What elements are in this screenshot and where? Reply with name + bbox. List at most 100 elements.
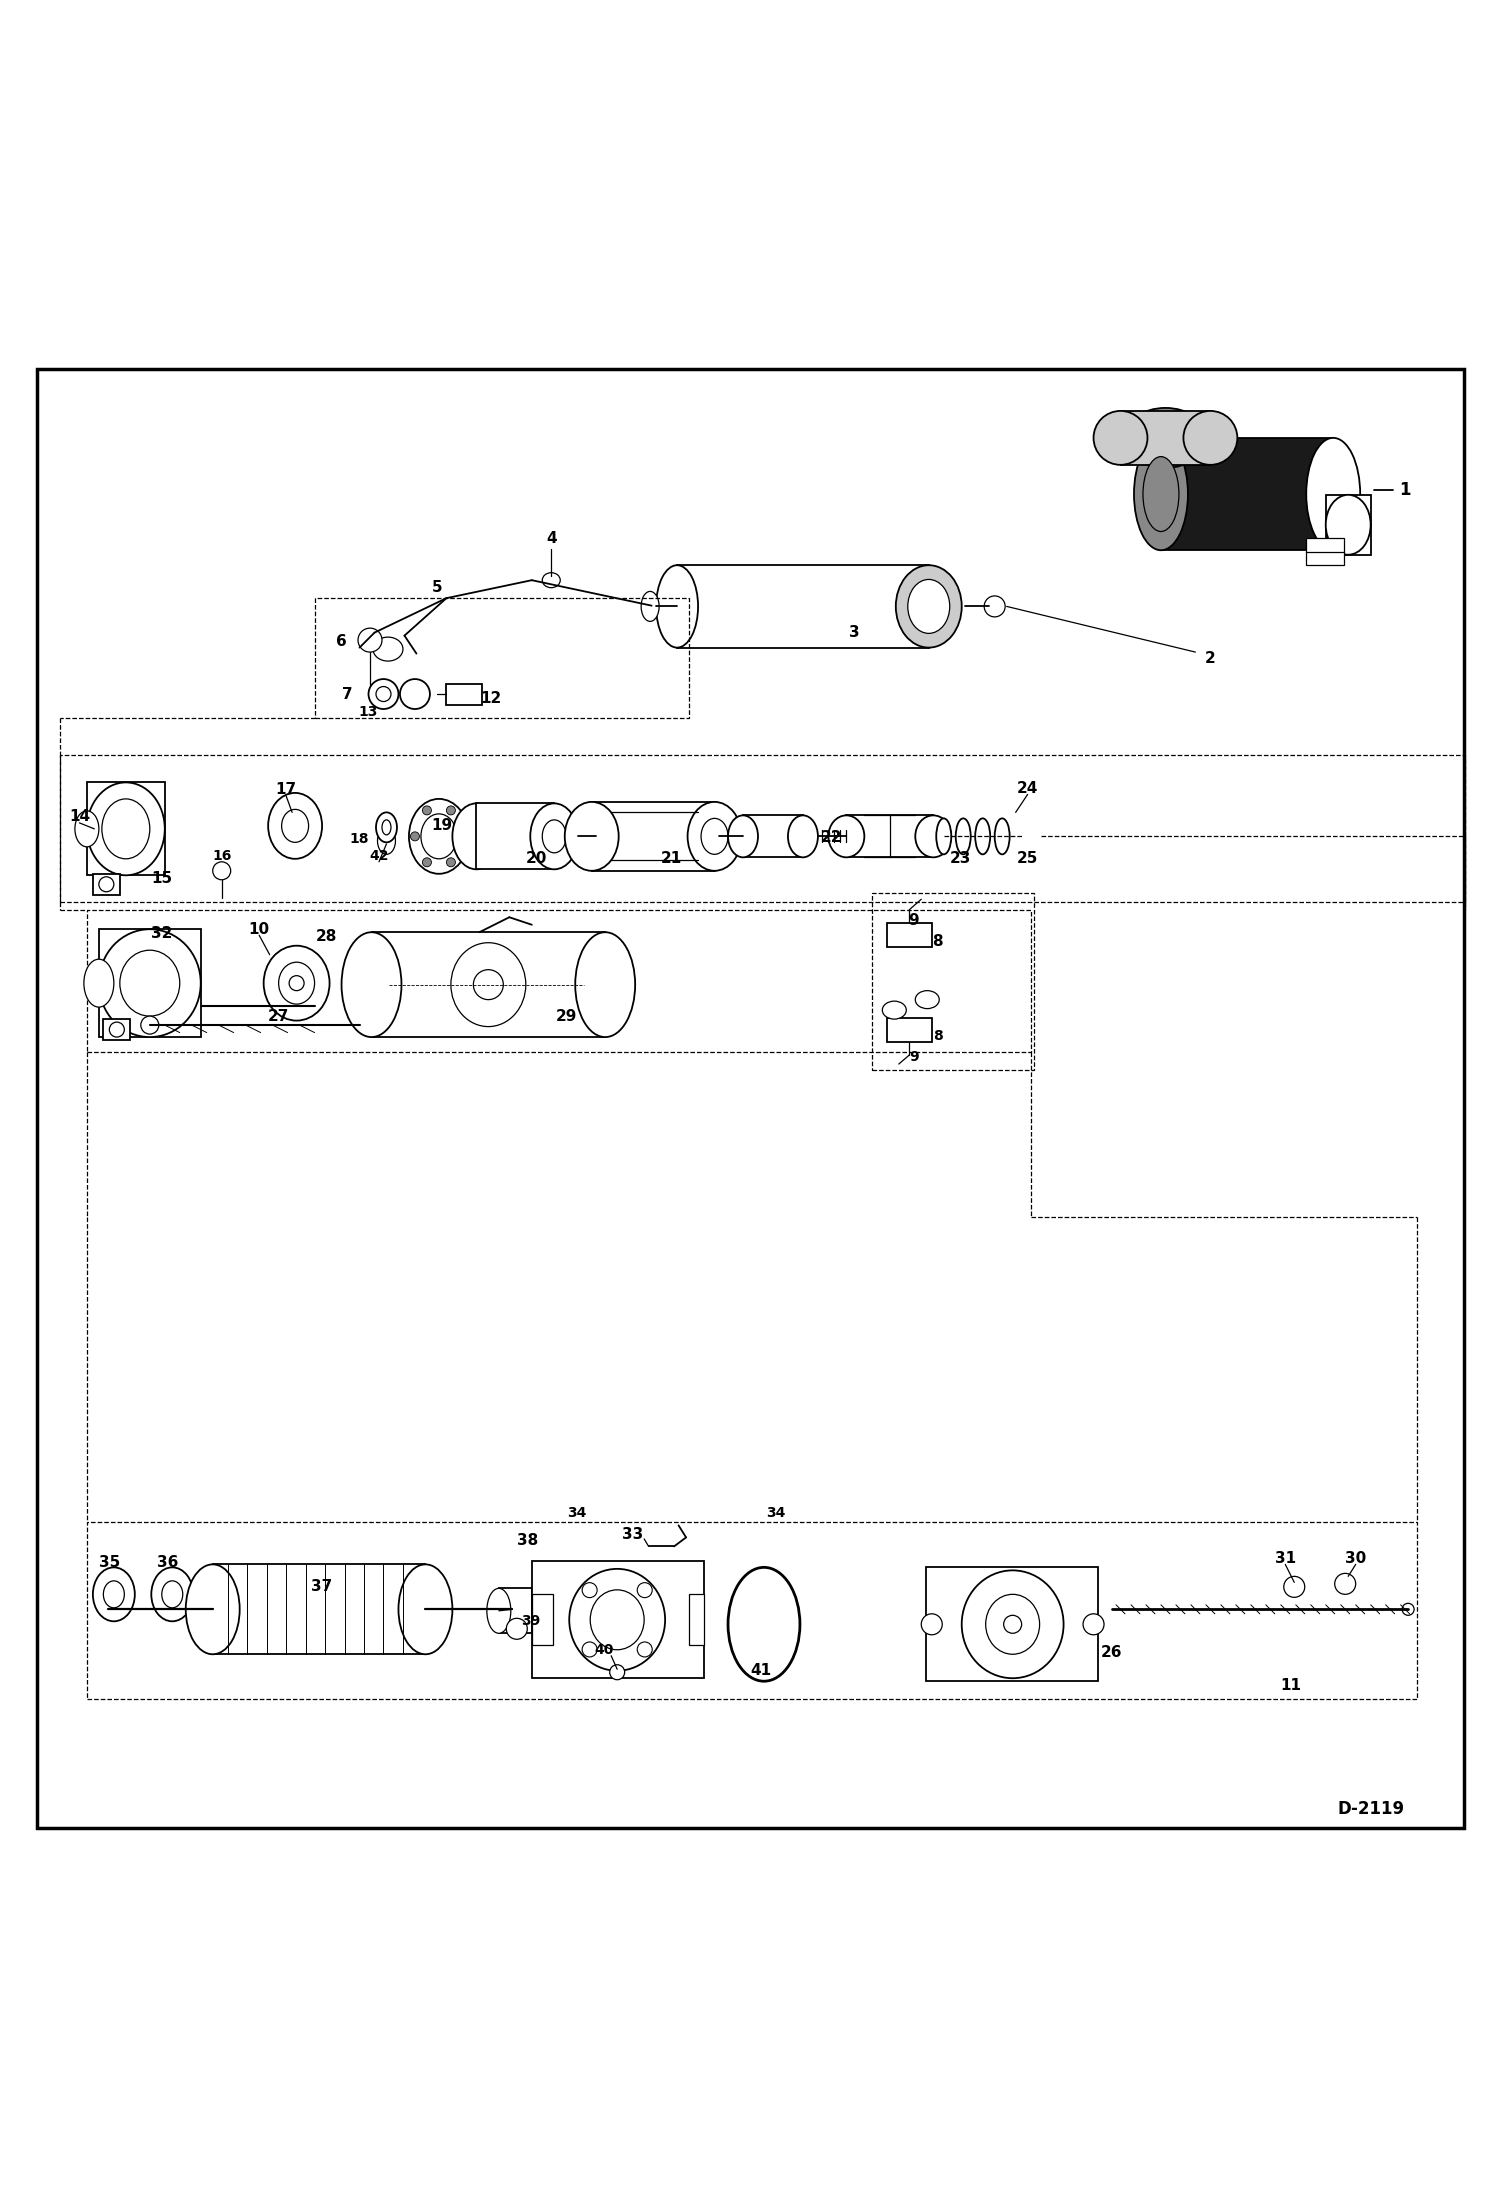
Ellipse shape xyxy=(641,592,659,621)
Ellipse shape xyxy=(369,680,398,709)
Text: 23: 23 xyxy=(950,851,971,867)
Text: 18: 18 xyxy=(349,832,370,847)
Bar xyxy=(1306,538,1344,566)
Ellipse shape xyxy=(264,946,330,1020)
Ellipse shape xyxy=(590,1591,644,1650)
Circle shape xyxy=(637,1641,652,1656)
Ellipse shape xyxy=(936,818,951,853)
Bar xyxy=(1161,439,1333,551)
Ellipse shape xyxy=(688,801,742,871)
Bar xyxy=(689,1595,704,1646)
Ellipse shape xyxy=(103,1582,124,1608)
Text: 33: 33 xyxy=(622,1527,643,1542)
Ellipse shape xyxy=(487,1588,511,1632)
Ellipse shape xyxy=(1326,496,1371,555)
Text: 28: 28 xyxy=(316,930,337,943)
Bar xyxy=(213,1564,425,1654)
Ellipse shape xyxy=(376,812,397,842)
Bar xyxy=(926,1567,1098,1681)
Ellipse shape xyxy=(575,932,635,1038)
Text: 4: 4 xyxy=(545,531,557,546)
Circle shape xyxy=(1083,1615,1104,1635)
Circle shape xyxy=(422,858,431,867)
Text: 38: 38 xyxy=(517,1534,538,1549)
Text: 32: 32 xyxy=(151,926,172,941)
Bar xyxy=(99,930,201,1038)
Circle shape xyxy=(410,832,419,840)
Text: 14: 14 xyxy=(69,810,90,825)
Ellipse shape xyxy=(151,1567,193,1621)
Circle shape xyxy=(583,1641,598,1656)
Ellipse shape xyxy=(84,959,114,1007)
Bar xyxy=(446,685,482,704)
Text: 6: 6 xyxy=(336,634,348,649)
Bar xyxy=(1121,410,1210,465)
Text: 9: 9 xyxy=(908,913,920,928)
Ellipse shape xyxy=(186,1564,240,1654)
Text: 20: 20 xyxy=(526,851,547,867)
Text: 31: 31 xyxy=(1275,1551,1296,1567)
Ellipse shape xyxy=(542,821,566,853)
Ellipse shape xyxy=(75,812,99,847)
Bar xyxy=(93,873,120,895)
Ellipse shape xyxy=(382,821,391,836)
Ellipse shape xyxy=(882,1000,906,1018)
Circle shape xyxy=(99,878,114,891)
Bar xyxy=(846,816,933,858)
Circle shape xyxy=(1284,1575,1305,1597)
Bar xyxy=(677,566,929,647)
Text: 29: 29 xyxy=(556,1009,577,1025)
Ellipse shape xyxy=(995,818,1010,853)
Ellipse shape xyxy=(956,818,971,853)
Ellipse shape xyxy=(915,992,939,1009)
Text: 12: 12 xyxy=(481,691,502,706)
Ellipse shape xyxy=(701,818,728,853)
Ellipse shape xyxy=(358,627,382,652)
Ellipse shape xyxy=(1124,408,1207,467)
Circle shape xyxy=(473,970,503,1000)
Text: 21: 21 xyxy=(661,851,682,867)
Ellipse shape xyxy=(452,803,500,869)
Ellipse shape xyxy=(373,636,403,660)
Text: 8: 8 xyxy=(933,1029,942,1042)
Ellipse shape xyxy=(656,566,698,647)
Circle shape xyxy=(446,858,455,867)
Circle shape xyxy=(422,805,431,814)
Text: 30: 30 xyxy=(1345,1551,1366,1567)
Bar xyxy=(872,893,1034,1071)
Ellipse shape xyxy=(984,597,1005,617)
Circle shape xyxy=(506,1619,527,1639)
Circle shape xyxy=(610,1665,625,1681)
Bar xyxy=(887,1018,932,1042)
Ellipse shape xyxy=(908,579,950,634)
Ellipse shape xyxy=(728,1567,800,1681)
Bar xyxy=(532,1562,704,1678)
Text: 2: 2 xyxy=(1204,652,1216,665)
Text: 10: 10 xyxy=(249,921,270,937)
Text: 36: 36 xyxy=(157,1556,178,1571)
Text: 1: 1 xyxy=(1399,480,1411,500)
Ellipse shape xyxy=(99,930,201,1038)
Ellipse shape xyxy=(530,803,578,869)
Text: 34: 34 xyxy=(568,1507,586,1520)
Bar xyxy=(1326,496,1371,555)
Bar xyxy=(60,755,1465,902)
Ellipse shape xyxy=(728,816,758,858)
Text: 42: 42 xyxy=(369,849,389,862)
Text: 16: 16 xyxy=(213,849,231,862)
Bar xyxy=(743,816,803,858)
Bar xyxy=(887,924,932,948)
Ellipse shape xyxy=(102,799,150,858)
Ellipse shape xyxy=(400,680,430,709)
Ellipse shape xyxy=(376,687,391,702)
Text: 13: 13 xyxy=(360,704,377,720)
Text: 41: 41 xyxy=(750,1663,771,1678)
Bar xyxy=(499,1588,532,1632)
Ellipse shape xyxy=(565,801,619,871)
Bar xyxy=(532,1595,553,1646)
Text: 9: 9 xyxy=(909,1049,918,1064)
Text: 17: 17 xyxy=(276,783,297,796)
Ellipse shape xyxy=(213,862,231,880)
Ellipse shape xyxy=(1134,439,1188,551)
Ellipse shape xyxy=(451,943,526,1027)
